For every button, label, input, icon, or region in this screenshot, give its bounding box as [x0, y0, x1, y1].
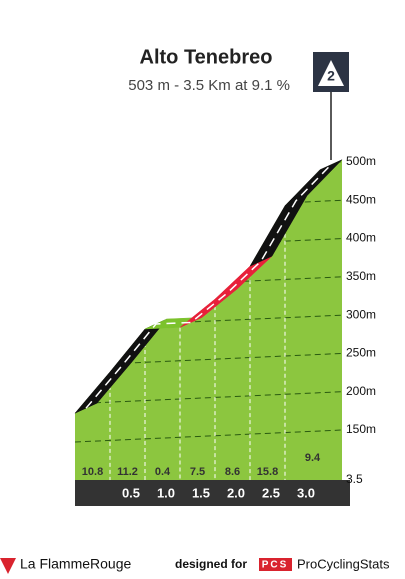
gradient-label: 0.4: [155, 466, 171, 478]
y-tick-label: 500m: [346, 154, 376, 168]
chart-title: Alto Tenebreo: [140, 46, 273, 68]
x-tick-label: 2.5: [262, 485, 280, 500]
grid-line: [75, 161, 342, 175]
x-tick-label: 2.0: [227, 485, 245, 500]
gradient-label: 15.8: [257, 466, 278, 478]
x-tick-label: 0.5: [122, 485, 140, 500]
brand-icon: [0, 558, 16, 574]
gradient-label: 7.5: [190, 466, 205, 478]
category: 2: [327, 68, 335, 84]
y-tick-label: 450m: [346, 192, 376, 206]
y-tick-label: 150m: [346, 422, 376, 436]
x-tick-label: 1.5: [192, 485, 210, 500]
gradient-label: 11.2: [117, 466, 138, 478]
designed-for: designed for: [175, 557, 247, 571]
y-tick-label: 400m: [346, 231, 376, 245]
profile-face: [75, 159, 342, 480]
plot: 150m 200m 250m 300m 350m 400m 450m 500m 10.8 11.2…: [74, 154, 376, 506]
x-tick-label: 3.0: [297, 485, 315, 500]
brand: La FlammeRouge: [20, 556, 131, 572]
x-tick-label: 3.5: [346, 472, 363, 486]
profile-line: [85, 164, 332, 409]
gradient-label: 9.4: [305, 452, 321, 464]
pcs-name: ProCyclingStats: [297, 556, 390, 571]
pcs: PCS: [262, 560, 289, 571]
base: [75, 480, 350, 506]
y-tick-label: 250m: [346, 346, 376, 360]
grid-line: [75, 391, 342, 405]
badge-mountain: [318, 60, 344, 86]
y-tick-label: 200m: [346, 384, 376, 398]
x-tick-label: 1.0: [157, 485, 175, 500]
y-tick-label: 300m: [346, 307, 376, 321]
chart-subtitle: 503 m - 3.5 Km at 9.1 %: [128, 77, 290, 94]
gradient-label: 8.6: [225, 466, 240, 478]
y-tick-label: 350m: [346, 269, 376, 283]
grid-line: [75, 429, 342, 443]
gradient-label: 10.8: [82, 466, 103, 478]
pcs-logo: [259, 558, 292, 571]
